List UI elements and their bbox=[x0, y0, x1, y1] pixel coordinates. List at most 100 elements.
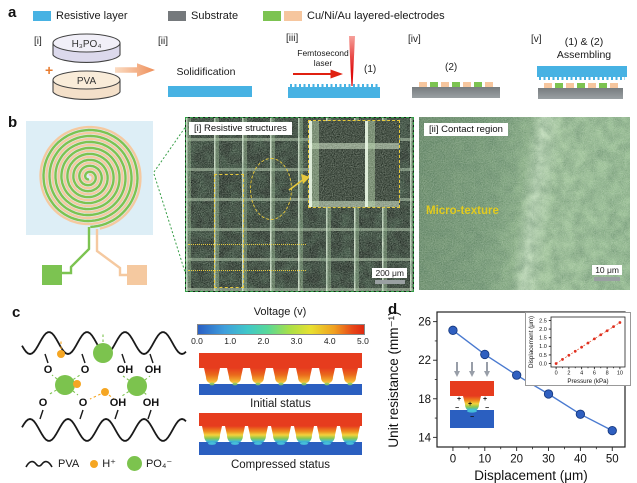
scale-bar-label: 200 μm bbox=[372, 268, 407, 278]
micro-bump bbox=[342, 368, 358, 384]
pressure-arrow-head bbox=[469, 371, 475, 377]
data-marker bbox=[561, 358, 564, 361]
dish-top-label: H₃PO₄ bbox=[72, 39, 102, 50]
phosphate-icon bbox=[93, 343, 113, 363]
data-marker bbox=[554, 362, 558, 365]
panel-label-c: c bbox=[12, 304, 21, 321]
panel-c-legend: PVA H⁺ PO₄⁻ bbox=[24, 456, 172, 471]
contact-spot bbox=[255, 382, 261, 386]
atom-label: OH bbox=[110, 397, 127, 409]
phosphate-icon bbox=[127, 376, 147, 396]
assembling-caption: Assembling bbox=[556, 49, 612, 61]
legend-label: Cu/Ni/Au layered-electrodes bbox=[307, 10, 445, 22]
data-marker bbox=[543, 389, 554, 399]
upper-layer bbox=[199, 353, 362, 368]
y-tick-label: 1.5 bbox=[539, 336, 547, 342]
annotation-dotted-line bbox=[188, 244, 306, 245]
pressure-arrow-head bbox=[454, 371, 460, 377]
electrode-segment bbox=[419, 82, 427, 87]
contact-spot bbox=[346, 442, 354, 445]
contact-spot bbox=[323, 442, 331, 445]
electrode-segment bbox=[452, 82, 460, 87]
sem-title: [i] Resistive structures bbox=[189, 122, 292, 135]
electrode-segment bbox=[474, 82, 482, 87]
atom-label: OH bbox=[143, 397, 160, 409]
data-marker bbox=[575, 409, 586, 419]
laser-beam-icon bbox=[349, 36, 355, 86]
panel-d-chart-area: d 0 10 20 30 40 50 14 18 22 26 Displacement (μm) Un… bbox=[385, 300, 637, 483]
electrode-segment bbox=[555, 83, 563, 88]
dish-bottom-label: PVA bbox=[77, 76, 97, 87]
lower-electrode-layer bbox=[199, 384, 362, 395]
contact-spot bbox=[301, 382, 307, 386]
scale-bar-label: 10 μm bbox=[592, 265, 622, 275]
y-tick-label: 14 bbox=[418, 432, 431, 444]
panel-label-a: a bbox=[8, 4, 17, 21]
legend-pva: PVA bbox=[24, 457, 79, 470]
sem-resistive-structures: [i] Resistive structures 200 μm bbox=[185, 117, 414, 292]
scale-bar bbox=[594, 277, 620, 281]
resistive-layer-chip bbox=[33, 11, 51, 21]
electrode-segment bbox=[588, 83, 596, 88]
bond bbox=[81, 353, 86, 364]
bond bbox=[149, 353, 154, 364]
x-tick-label: 2 bbox=[567, 371, 570, 377]
y-tick-label: 0.0 bbox=[539, 361, 547, 367]
colorbar-tick: 3.0 bbox=[290, 336, 303, 346]
colorbar-tick-labels: 0.0 1.0 2.0 3.0 4.0 5.0 bbox=[186, 336, 374, 346]
data-marker bbox=[607, 425, 617, 436]
bond bbox=[39, 409, 44, 420]
y-tick-label: 2.0 bbox=[539, 327, 547, 333]
proton-icon bbox=[90, 459, 99, 468]
x-tick-label: 6 bbox=[593, 371, 596, 377]
pressure-displacement-chart: 0 2 4 6 8 10 0.0 0.5 1.0 1.5 2.0 2.5 Pressure (kPa) D… bbox=[528, 316, 626, 385]
part-1-mark: (1) bbox=[364, 64, 377, 75]
electrode-array bbox=[419, 82, 493, 87]
atom-label: OH bbox=[117, 364, 134, 376]
contact-spot bbox=[277, 442, 285, 445]
annotation-arrow-icon bbox=[288, 174, 310, 191]
data-marker bbox=[567, 353, 571, 357]
legend-label: Resistive layer bbox=[56, 10, 128, 22]
voltage-colorbar bbox=[197, 324, 365, 335]
x-tick-label: 8 bbox=[606, 371, 609, 377]
textured-resistive-layer-bar bbox=[288, 84, 380, 98]
contact-spot bbox=[300, 442, 308, 445]
x-tick-label: 0 bbox=[555, 371, 558, 377]
contact-spot bbox=[209, 382, 215, 386]
contact-pad-green bbox=[42, 265, 62, 285]
x-tick-label: 0 bbox=[450, 454, 456, 466]
bond bbox=[79, 409, 84, 420]
micro-bump bbox=[227, 368, 243, 384]
electrode-segment bbox=[430, 82, 438, 87]
fem-simulation-compressed bbox=[199, 413, 362, 455]
sem-magnified-inset bbox=[308, 120, 400, 208]
electrode-green-chip bbox=[263, 11, 281, 21]
step-i-tag: [i] bbox=[34, 36, 42, 47]
assembled-resistive-layer-bar bbox=[537, 66, 627, 80]
contact-spot bbox=[232, 382, 238, 386]
legend-phosphate: PO₄⁻ bbox=[126, 456, 172, 471]
x-tick-label: 10 bbox=[478, 454, 491, 466]
charge-minus: − bbox=[470, 414, 474, 421]
data-marker bbox=[599, 333, 603, 337]
micro-bump bbox=[271, 426, 291, 444]
micro-bump bbox=[294, 426, 314, 444]
micro-bump bbox=[225, 426, 245, 444]
bond bbox=[114, 409, 119, 420]
data-marker bbox=[605, 329, 609, 333]
electrode-segment bbox=[599, 83, 607, 88]
bond bbox=[44, 353, 49, 364]
charge-plus: + bbox=[483, 396, 487, 403]
electrode-array bbox=[544, 83, 618, 88]
data-marker bbox=[512, 370, 522, 380]
contact-spot bbox=[347, 382, 353, 386]
x-axis-label: Pressure (kPa) bbox=[567, 378, 608, 385]
contact-spot bbox=[208, 442, 216, 445]
ionic-link bbox=[47, 384, 66, 396]
atom-label: O bbox=[81, 364, 90, 376]
plus-sign: + bbox=[45, 62, 53, 78]
colorbar-title: Voltage (v) bbox=[253, 306, 307, 318]
colorbar-tick: 4.0 bbox=[323, 336, 336, 346]
part-2-mark: (2) bbox=[445, 62, 458, 73]
